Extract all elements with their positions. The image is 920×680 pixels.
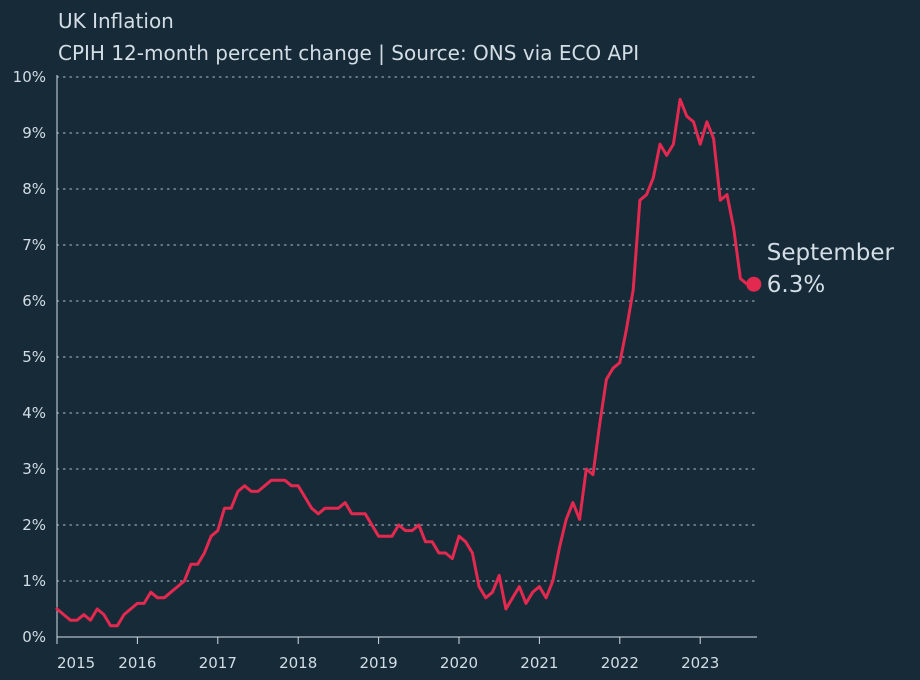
callout-label: September <box>767 240 895 266</box>
x-tick-label: 2016 <box>118 654 156 672</box>
y-tick-label: 9% <box>22 124 46 142</box>
y-axis-ticks: 0% 1% 2% 3% 4% 5% 6% 7% 8% 9% 10% <box>13 68 46 646</box>
x-tick-label: 2022 <box>601 654 639 672</box>
x-axis-ticks: 2015 2016 2017 2018 2019 2020 2021 2022 2023 <box>56 637 719 672</box>
y-tick-label: 7% <box>22 236 46 254</box>
gridlines <box>56 76 758 582</box>
x-tick-label: 2018 <box>279 654 317 672</box>
chart-subtitle: CPIH 12-month percent change | Source: O… <box>58 41 640 65</box>
x-tick-label: 2019 <box>360 654 398 672</box>
series <box>55 97 762 628</box>
series-line <box>55 97 756 628</box>
y-tick-label: 3% <box>22 460 46 478</box>
axes <box>56 75 757 638</box>
callout-value: 6.3% <box>767 272 825 298</box>
x-tick-label: 2015 <box>57 654 95 672</box>
x-tick-label: 2017 <box>199 654 237 672</box>
y-tick-label: 1% <box>22 572 46 590</box>
callout: September 6.3% <box>767 240 895 298</box>
y-tick-label: 5% <box>22 348 46 366</box>
y-tick-label: 6% <box>22 292 46 310</box>
x-tick-label: 2023 <box>681 654 719 672</box>
x-tick-label: 2021 <box>520 654 558 672</box>
y-tick-label: 10% <box>13 68 46 86</box>
y-tick-label: 0% <box>22 628 46 646</box>
chart-title: UK Inflation <box>58 9 174 33</box>
x-tick-label: 2020 <box>440 654 478 672</box>
y-tick-label: 8% <box>22 180 46 198</box>
last-value-point <box>746 276 762 292</box>
y-tick-label: 2% <box>22 516 46 534</box>
y-tick-label: 4% <box>22 404 46 422</box>
